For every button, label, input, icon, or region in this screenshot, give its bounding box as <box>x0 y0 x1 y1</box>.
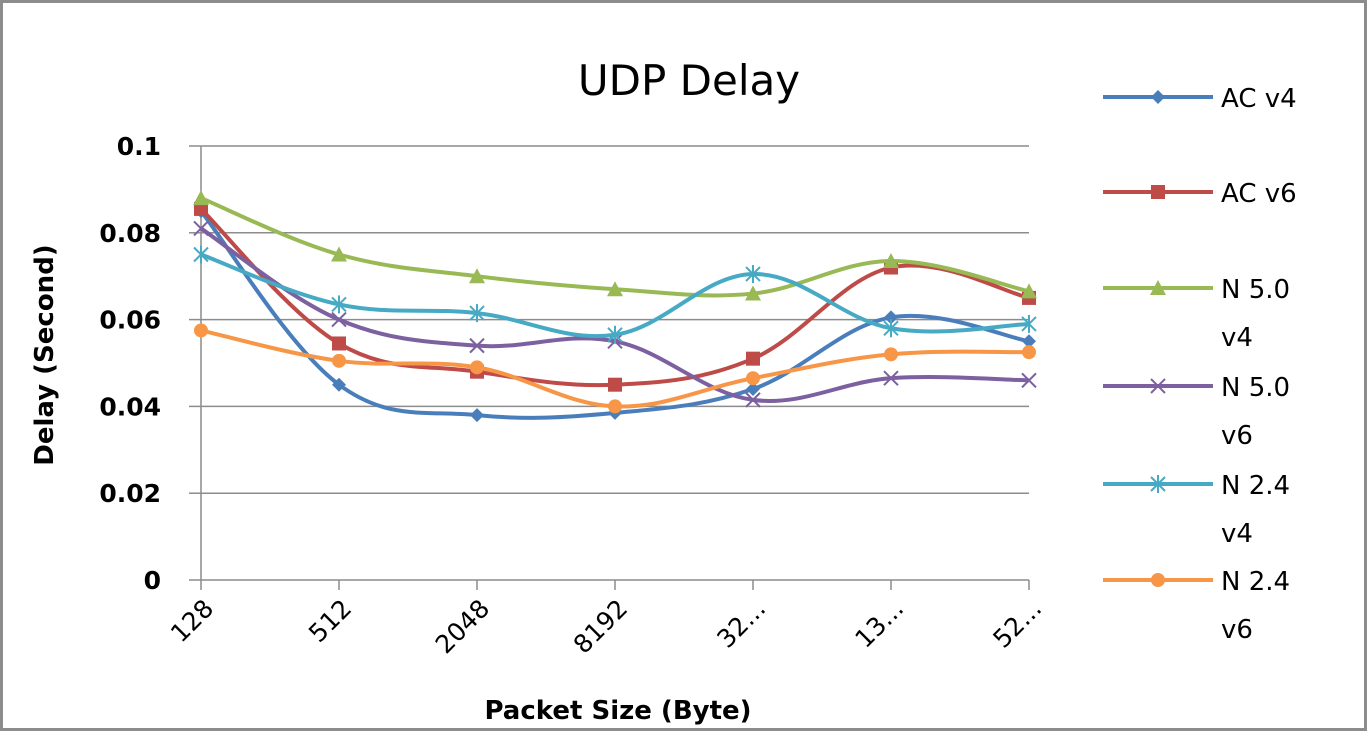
data-point <box>193 220 209 237</box>
data-point <box>331 295 347 314</box>
data-point <box>332 336 346 351</box>
series-2 <box>193 190 1037 301</box>
legend-marker <box>1151 573 1165 587</box>
legend-marker <box>1150 378 1166 394</box>
legend-label: v4 <box>1221 323 1253 353</box>
legend-label: N 5.0 <box>1221 373 1290 403</box>
data-point <box>193 245 209 264</box>
y-tick-label: 0 <box>144 566 161 595</box>
data-point <box>331 311 347 328</box>
data-point <box>745 265 761 284</box>
marker-stroke <box>1021 372 1037 389</box>
data-point <box>746 351 760 366</box>
data-point <box>884 310 898 325</box>
x-tick-label: 2048 <box>430 594 495 659</box>
legend-item: AC v4 <box>1103 84 1297 114</box>
marker-stroke <box>745 392 761 408</box>
x-axis-label: Packet Size (Byte) <box>484 696 751 726</box>
y-tick-label: 0.08 <box>99 219 161 248</box>
x-tick-label: 32... <box>711 594 771 654</box>
x-tick-label: 52... <box>987 594 1047 654</box>
legend-item: N 2.4 v4 <box>1103 471 1290 549</box>
marker-stroke <box>883 370 899 386</box>
data-point <box>332 377 346 392</box>
data-point <box>469 304 485 323</box>
x-tick-labels: 128 512 2048 8192 32... 13... 52... <box>165 594 1047 659</box>
legend-label: v6 <box>1221 421 1253 451</box>
data-point <box>883 319 899 338</box>
marker-stroke <box>469 337 485 354</box>
data-point <box>884 347 898 362</box>
udp-delay-chart: UDP Delay 0 0.02 0.04 0.06 0.08 0.1 128 512 204… <box>30 56 1297 726</box>
legend-label: N 5.0 <box>1221 275 1290 305</box>
data-point <box>745 285 761 301</box>
legend-label: N 2.4 <box>1221 567 1290 597</box>
gridlines <box>201 145 1029 494</box>
data-point <box>470 360 484 375</box>
x-tick-label: 512 <box>303 594 357 648</box>
data-point <box>607 325 623 344</box>
data-point <box>1021 372 1037 389</box>
legend-label: AC v4 <box>1221 84 1297 114</box>
y-tick-labels: 0 0.02 0.04 0.06 0.08 0.1 <box>99 132 161 595</box>
x-tick-label: 8192 <box>568 594 633 659</box>
data-point <box>1021 314 1037 333</box>
data-point <box>883 370 899 386</box>
data-point <box>469 268 485 284</box>
data-point <box>746 382 760 397</box>
series-1 <box>194 201 1036 392</box>
legend-marker <box>1150 475 1166 493</box>
data-point <box>194 323 208 338</box>
data-point <box>608 377 622 392</box>
marker-stroke <box>193 220 209 237</box>
y-axis-label: Delay (Second) <box>30 244 60 465</box>
legend-label: AC v6 <box>1221 179 1297 209</box>
legend-label: v6 <box>1221 615 1253 645</box>
series-lines <box>193 190 1037 423</box>
series-4 <box>193 245 1037 344</box>
legend-item: N 5.0 v6 <box>1103 373 1290 451</box>
x-tick-label: 128 <box>165 594 219 648</box>
data-point <box>608 399 622 414</box>
y-tick-label: 0.04 <box>99 392 161 421</box>
data-point <box>1022 345 1036 360</box>
legend-item: N 5.0 v4 <box>1103 275 1290 353</box>
data-point <box>331 246 347 262</box>
marker-stroke <box>1150 378 1166 394</box>
data-point <box>193 190 209 206</box>
series-line <box>200 196 1030 298</box>
data-point <box>470 408 484 423</box>
data-point <box>469 337 485 354</box>
legend: AC v4 AC v6 N 5.0 v4 N 5.0 v6 N 2.4 v4 N 2.4 v6 <box>1103 84 1297 645</box>
legend-item: N 2.4 v6 <box>1103 567 1290 645</box>
data-point <box>332 353 346 368</box>
data-point <box>1022 334 1036 349</box>
legend-item: AC v6 <box>1103 179 1297 209</box>
marker-stroke <box>331 311 347 328</box>
legend-marker <box>1150 280 1166 295</box>
data-point <box>1021 283 1037 299</box>
series-5 <box>194 323 1036 414</box>
legend-marker <box>1151 185 1165 199</box>
x-tick-label: 13... <box>849 594 909 654</box>
axes <box>189 145 1030 590</box>
data-point <box>194 201 208 216</box>
legend-label: N 2.4 <box>1221 471 1290 501</box>
data-point <box>746 371 760 386</box>
data-point <box>607 281 623 297</box>
chart-title: UDP Delay <box>578 56 800 105</box>
y-tick-label: 0.02 <box>99 479 161 508</box>
data-point <box>745 392 761 408</box>
data-point <box>883 253 899 269</box>
legend-label: v4 <box>1221 519 1253 549</box>
y-tick-label: 0.1 <box>117 132 161 161</box>
y-tick-label: 0.06 <box>99 306 161 335</box>
legend-marker <box>1151 90 1165 104</box>
